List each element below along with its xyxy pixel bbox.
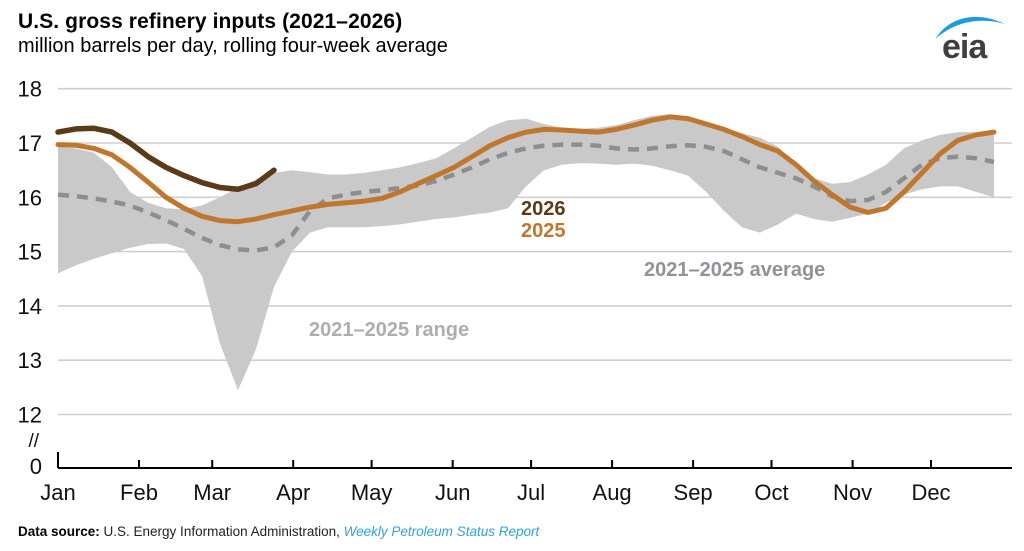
x-tick-label-Dec: Dec: [911, 480, 950, 505]
x-tick-label-Aug: Aug: [593, 480, 632, 505]
legend-label-2026: 2026: [521, 198, 566, 220]
data-source-note: Data source: U.S. Energy Information Adm…: [18, 524, 539, 539]
y-tick-label-12: 12: [18, 403, 42, 428]
y-tick-label-0: 0: [30, 454, 42, 479]
y-tick-label-17: 17: [18, 131, 42, 156]
band-range-label: 2021–2025 range: [309, 319, 470, 341]
y-tick-label-15: 15: [18, 240, 42, 265]
page-title: U.S. gross refinery inputs (2021–2026): [18, 10, 403, 33]
y-tick-label-16: 16: [18, 185, 42, 210]
y-axis-break-mark: //: [28, 431, 39, 452]
x-tick-label-Sep: Sep: [674, 480, 713, 505]
y-tick-label-18: 18: [18, 77, 42, 102]
x-tick-label-Jun: Jun: [435, 480, 470, 505]
eia-logo: eia: [930, 10, 1008, 68]
x-tick-label-Jan: Jan: [40, 480, 75, 505]
data-source-prefix: Data source:: [18, 524, 104, 539]
line-2026: [55, 125, 277, 192]
x-tick-label-Apr: Apr: [276, 480, 310, 505]
average-line-label: 2021–2025 average: [644, 259, 826, 281]
x-tick-label-May: May: [351, 480, 393, 505]
x-tick-label-Mar: Mar: [193, 480, 231, 505]
x-tick-label-Feb: Feb: [120, 480, 158, 505]
data-source-org: U.S. Energy Information Administration,: [103, 524, 344, 539]
range-band-area: [58, 114, 994, 391]
page-subtitle: million barrels per day, rolling four-we…: [18, 35, 448, 57]
data-source-report-link[interactable]: Weekly Petroleum Status Report: [343, 524, 540, 539]
eia-logo-text: eia: [942, 28, 987, 66]
line-2025: [55, 114, 997, 225]
x-tick-label-Jul: Jul: [517, 480, 545, 505]
x-tick-label-Oct: Oct: [754, 480, 788, 505]
y-tick-label-13: 13: [18, 348, 42, 373]
y-tick-label-14: 14: [18, 294, 42, 319]
legend-label-2025: 2025: [521, 220, 566, 242]
eia-logo-swoosh-icon: [935, 16, 1005, 39]
x-tick-label-Nov: Nov: [833, 480, 872, 505]
